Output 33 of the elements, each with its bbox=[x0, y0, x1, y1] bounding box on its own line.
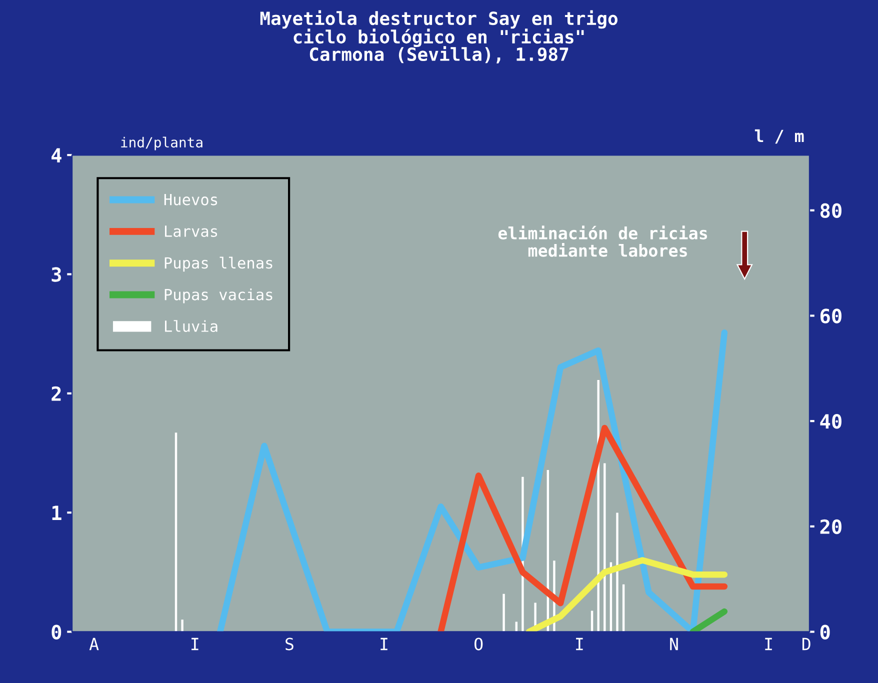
bar bbox=[616, 512, 618, 632]
y-tick-label: 0 bbox=[52, 624, 62, 640]
y2-tick-label: 80 bbox=[820, 203, 842, 218]
legend-label: Pupas vacias bbox=[164, 288, 272, 304]
y-tick-label: 1 bbox=[52, 506, 62, 520]
y2-tick-label: 0 bbox=[820, 624, 830, 640]
y2-tick-label: 60 bbox=[820, 308, 842, 324]
y-tick-label: 3 bbox=[52, 267, 62, 282]
x-tick-label: S bbox=[286, 638, 294, 650]
chart-title: Mayetiola destructor Say en trigo ciclo biológico en "ricias" Carmona (Sevilla), 1.987 bbox=[260, 10, 618, 64]
x-tick-label: I bbox=[576, 638, 583, 650]
x-tick-label: I bbox=[765, 638, 772, 650]
y2-tick-label: 20 bbox=[820, 519, 842, 534]
bar bbox=[502, 594, 505, 632]
legend-label: Huevos bbox=[164, 194, 218, 206]
bar bbox=[174, 432, 178, 632]
x-tick-label: D bbox=[802, 638, 810, 650]
x-tick-label: O bbox=[474, 638, 483, 650]
y2-tick-label: 40 bbox=[820, 414, 842, 429]
x-tick-label: I bbox=[192, 638, 198, 650]
legend-label: Larvas bbox=[165, 226, 218, 237]
y-tick-label: 4 bbox=[52, 148, 62, 162]
y2-axis-title: l / m bbox=[754, 129, 804, 144]
x-tick-label: A bbox=[89, 638, 99, 650]
annotation: eliminación de ricias mediante labores bbox=[498, 226, 708, 257]
bar bbox=[181, 620, 184, 632]
bar bbox=[604, 463, 606, 632]
legend-label: Lluvia bbox=[165, 320, 218, 332]
y-tick-label: 2 bbox=[52, 386, 61, 401]
y-axis-title: ind/planta bbox=[121, 136, 202, 150]
x-tick-label: N bbox=[670, 638, 678, 650]
legend-label: Pupas llenas bbox=[164, 256, 272, 272]
x-tick-label: I bbox=[380, 638, 388, 650]
